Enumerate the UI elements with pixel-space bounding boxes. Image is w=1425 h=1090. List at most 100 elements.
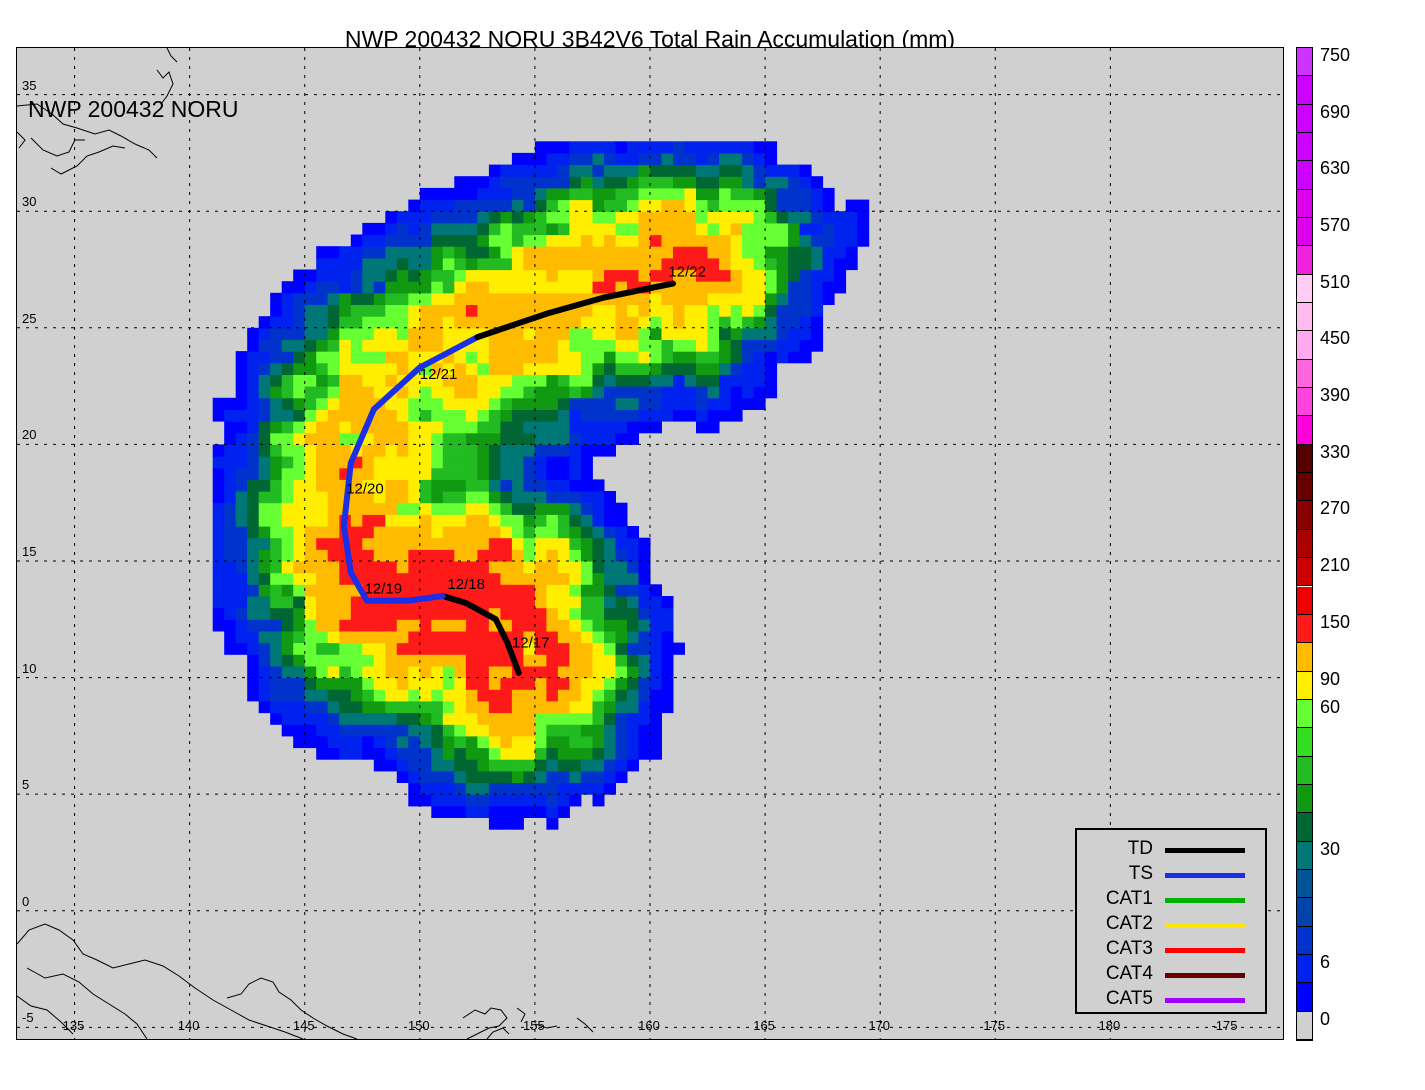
latitude-tick-label: 5 <box>22 777 30 793</box>
rain-cell <box>373 747 386 760</box>
rain-cell <box>776 187 789 201</box>
rain-cell <box>488 654 501 667</box>
rain-cell <box>500 246 513 259</box>
rain-cell <box>362 467 375 480</box>
rain-cell <box>546 362 559 375</box>
rain-cell <box>580 152 593 166</box>
rain-cell <box>523 292 536 305</box>
rain-cell <box>604 187 616 201</box>
rain-cell <box>477 502 490 515</box>
rain-cell <box>523 269 536 282</box>
rain-cell <box>557 199 570 212</box>
rain-cell <box>615 677 628 690</box>
colorbar-segment <box>1297 473 1312 502</box>
rain-cell <box>281 665 294 679</box>
rain-cell <box>534 665 547 679</box>
rain-cell <box>224 537 237 550</box>
longitude-tick-label: 175 <box>983 1018 1006 1033</box>
rain-cell <box>523 421 536 434</box>
rain-cell <box>546 770 559 783</box>
rain-cell <box>431 467 444 480</box>
rain-cell <box>362 327 375 340</box>
rain-cell <box>293 514 306 527</box>
rain-cell <box>546 502 559 515</box>
rain-cell <box>270 456 283 469</box>
rain-cell <box>235 432 248 445</box>
rain-cell <box>523 444 536 457</box>
rain-cell <box>696 281 708 294</box>
rain-cell <box>511 467 524 480</box>
rain-cell <box>224 467 237 480</box>
rain-cell <box>627 712 639 725</box>
rain-cell <box>316 584 329 597</box>
rain-cell <box>661 257 674 271</box>
rain-cell <box>627 526 639 539</box>
rain-cell <box>638 724 651 737</box>
rain-cell <box>650 304 662 317</box>
rain-cell <box>304 677 317 690</box>
rain-cell <box>511 362 524 375</box>
rain-cell <box>408 234 421 247</box>
rain-cell <box>753 187 766 201</box>
rain-cell <box>627 409 639 422</box>
rain-cell <box>615 759 628 772</box>
rain-cell <box>604 607 616 620</box>
rain-cell <box>511 152 524 166</box>
rain-cell <box>247 374 260 387</box>
latitude-tick-label: 10 <box>22 660 37 676</box>
rain-cell <box>615 234 628 247</box>
rain-cell <box>477 292 490 305</box>
rain-cell <box>500 409 513 422</box>
rain-cell <box>396 491 409 504</box>
rain-cell <box>696 199 708 212</box>
rain-cell <box>534 444 547 457</box>
rain-cell <box>235 502 248 515</box>
rain-cell <box>696 386 708 399</box>
rain-cell <box>442 526 455 539</box>
rain-cell <box>350 386 363 399</box>
rain-cell <box>442 572 455 585</box>
colorbar-segment <box>1297 869 1312 899</box>
rain-cell <box>224 607 237 620</box>
rain-cell <box>419 281 432 294</box>
rain-cell <box>304 689 317 702</box>
rain-cell <box>270 700 283 714</box>
rain-cell <box>638 292 651 305</box>
rain-cell <box>408 619 421 632</box>
rain-cell <box>316 421 329 434</box>
colorbar-segment <box>1297 189 1312 219</box>
rain-cell <box>270 677 283 690</box>
rain-cell <box>511 281 524 294</box>
rain-cell <box>569 164 582 177</box>
rain-cell <box>615 386 628 399</box>
rain-cell <box>511 491 524 504</box>
rain-cell <box>339 409 352 422</box>
rain-cell <box>316 526 329 539</box>
rain-cell <box>696 257 708 271</box>
rain-cell <box>534 141 547 154</box>
rain-cell <box>270 304 283 317</box>
rain-cell <box>604 782 616 795</box>
track-date-label: 12/22 <box>668 264 706 281</box>
rain-cell <box>788 164 801 177</box>
rain-cell <box>362 502 375 515</box>
rain-cell <box>615 432 628 445</box>
rain-cell <box>465 467 478 480</box>
rain-cell <box>385 735 398 749</box>
rain-cell <box>557 700 570 714</box>
rain-cell <box>258 677 271 690</box>
rain-cell <box>224 444 237 457</box>
rain-cell <box>488 316 501 329</box>
rain-cell <box>373 607 386 620</box>
rain-cell <box>580 281 593 294</box>
rain-cell <box>442 199 455 212</box>
rain-cell <box>327 712 340 725</box>
rain-cell <box>373 549 386 562</box>
rain-cell <box>615 689 628 702</box>
rain-cell <box>500 362 513 375</box>
rain-cell <box>845 257 858 271</box>
rain-cell <box>742 339 755 352</box>
rain-cell <box>534 607 547 620</box>
rain-cell <box>534 770 547 783</box>
rain-cell <box>419 409 432 422</box>
